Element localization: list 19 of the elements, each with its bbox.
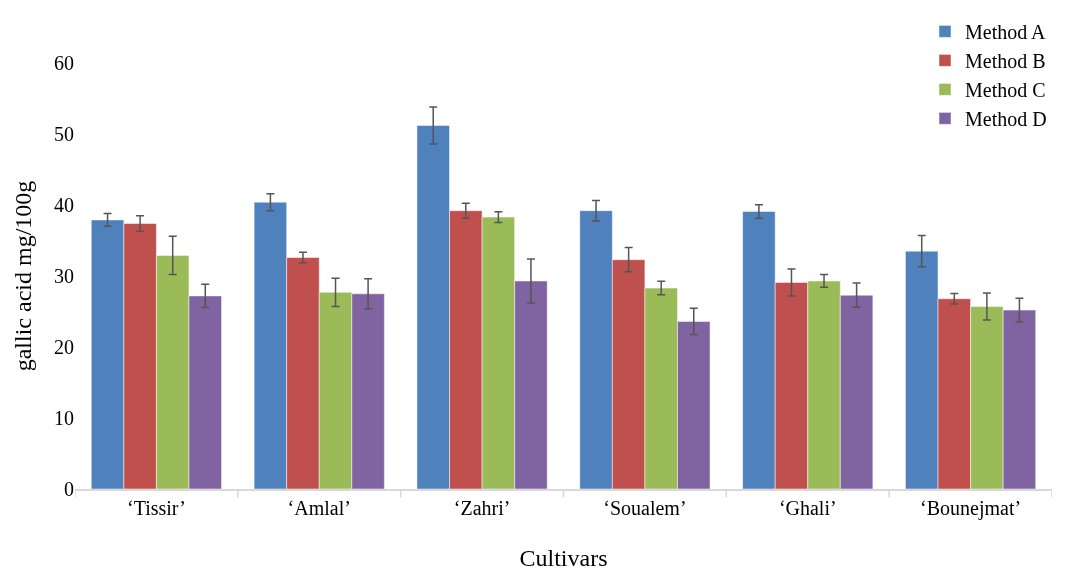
x-axis-title: Cultivars [519, 544, 608, 571]
y-axis-title: gallic acid mg/100g [10, 180, 37, 372]
y-tick-label: 60 [54, 52, 74, 74]
y-tick-label: 10 [54, 407, 74, 429]
x-tick-label: ‘Zahri’ [453, 496, 511, 519]
y-tick-label: 20 [54, 336, 74, 358]
y-tick-label: 30 [54, 265, 74, 287]
y-tick-label: 40 [54, 194, 74, 216]
x-tick-label: ‘Bounejmat’ [920, 496, 1022, 520]
y-tick-label: 50 [54, 123, 74, 145]
legend-label: Method B [965, 50, 1046, 73]
x-tick-label: ‘Amlal’ [287, 496, 351, 519]
y-tick-label: 0 [64, 478, 74, 500]
x-tick-label: ‘Soualem’ [603, 496, 687, 519]
x-tick-label: ‘Tissir’ [126, 496, 186, 519]
legend-label: Method D [965, 108, 1047, 131]
x-tick-label: ‘Ghali’ [778, 496, 837, 519]
legend-label: Method A [965, 21, 1047, 44]
legend-label: Method C [965, 79, 1046, 102]
